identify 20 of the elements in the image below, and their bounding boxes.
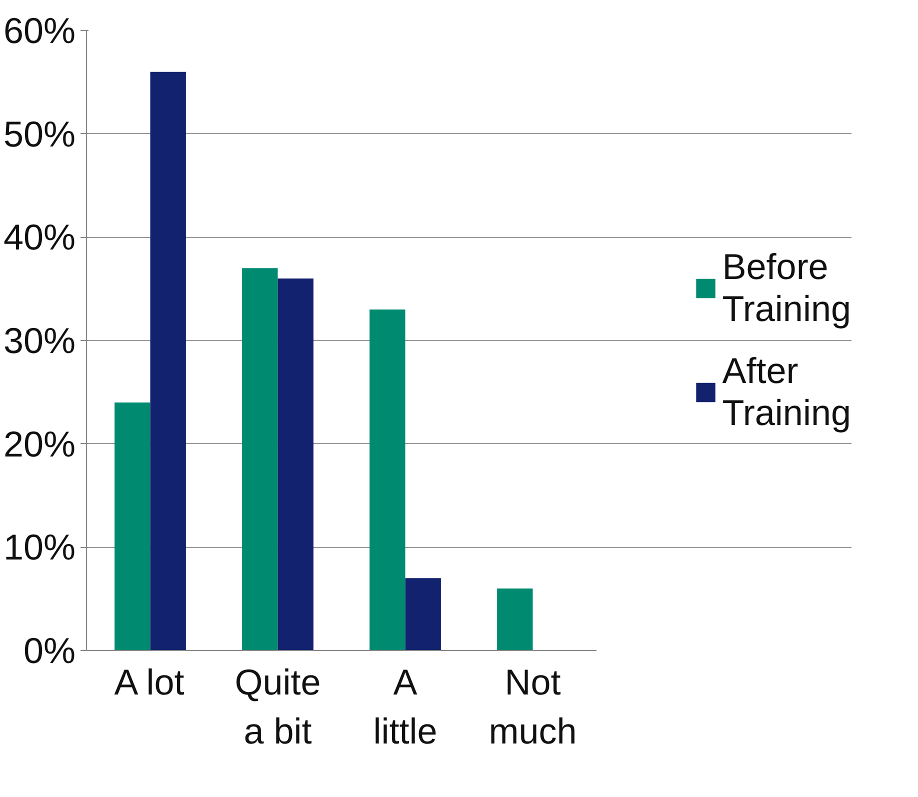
y-tick-label: 50% <box>3 113 76 154</box>
y-tick-label: 60% <box>3 10 76 51</box>
bar <box>150 72 186 650</box>
y-tick-label: 0% <box>23 630 76 671</box>
x-tick-label: A lot <box>114 662 184 702</box>
y-tick-label: 40% <box>3 216 76 258</box>
legend-label: Before Training <box>722 246 851 330</box>
bar <box>497 588 533 650</box>
x-tick-label: Quite a bit <box>234 662 321 752</box>
y-tick-label: 20% <box>3 423 76 464</box>
x-tick-label: A little <box>373 662 438 752</box>
bar <box>278 278 314 650</box>
x-tick-label: Not much <box>488 662 577 752</box>
bar <box>242 268 278 650</box>
bar <box>370 310 406 650</box>
y-tick-label: 10% <box>3 526 76 568</box>
bar <box>405 578 441 650</box>
bar <box>114 402 150 650</box>
legend-label: After Training <box>722 350 851 434</box>
y-tick-label: 30% <box>3 320 76 361</box>
